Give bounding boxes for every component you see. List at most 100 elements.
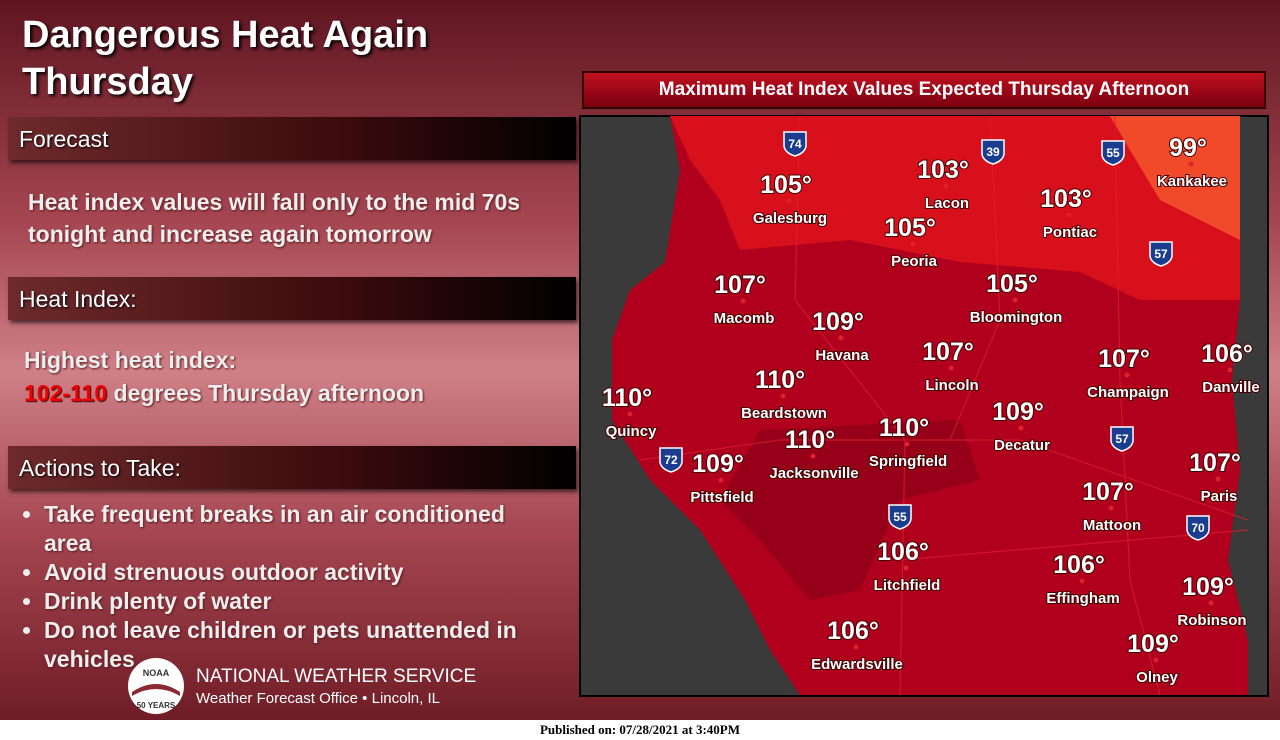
city-dot [1124, 372, 1130, 378]
city-value: 107° [1098, 345, 1150, 373]
org: NATIONAL WEATHER SERVICE [196, 666, 477, 687]
interstate-shield [783, 131, 807, 157]
city-value: 105° [884, 214, 936, 242]
map: 74 39 55 57 72 57 55 70 105° Galesburg 103° Lacon 10… [579, 115, 1269, 697]
interstate-number: 70 [1191, 521, 1205, 535]
interstate-number: 72 [664, 453, 678, 467]
city-dot [786, 198, 792, 204]
section-heading: Forecast [19, 126, 109, 152]
city-name: Edwardsville [811, 656, 903, 673]
action-item: Take frequent breaks in an air condition… [44, 500, 548, 558]
city-name: Litchfield [874, 577, 941, 594]
noaa-logo: NOAA 50 YEARS [128, 658, 184, 714]
city-dot [1066, 212, 1072, 218]
city-name: Beardstown [741, 405, 827, 422]
logo-years: 50 YEARS [137, 701, 176, 710]
city-dot [948, 365, 954, 371]
forecast-text: Heat index values will fall only to the … [28, 189, 521, 247]
city-dot [903, 565, 909, 571]
published: Published on: 07/28/2021 at 3:40PM [0, 720, 1280, 740]
city-value: 107° [922, 338, 974, 366]
city-name: Lincoln [925, 377, 978, 394]
city-value: 106° [877, 538, 929, 566]
actions: Take frequent breaks in an air condition… [8, 500, 548, 674]
interstate-shield [1101, 140, 1125, 166]
interstate-number: 55 [893, 510, 907, 524]
heat-line: 102-110 degrees Thursday afternoon [24, 377, 424, 410]
city-dot [1108, 505, 1114, 511]
city-name: Havana [815, 347, 869, 364]
city-name: Paris [1201, 488, 1238, 505]
heat-lead: Highest heat index: [24, 347, 237, 373]
city-dot [1215, 476, 1221, 482]
interstate-number: 74 [788, 137, 802, 151]
section-heading: Actions to Take: [19, 455, 181, 481]
interstate-number: 57 [1115, 432, 1129, 446]
city-value: 107° [1189, 449, 1241, 477]
office: Weather Forecast Office • Lincoln, IL [196, 690, 440, 707]
city-name: Jacksonville [769, 465, 858, 482]
section-bar: Heat Index: [8, 277, 576, 320]
city-name: Olney [1136, 669, 1178, 686]
city-dot [627, 411, 633, 417]
interstate-shield [981, 139, 1005, 165]
city-name: Macomb [714, 310, 775, 327]
interstate-number: 39 [986, 145, 1000, 159]
section-bar: Forecast [8, 117, 576, 160]
interstate-shield [1149, 241, 1173, 267]
heat-rest: degrees Thursday afternoon [113, 380, 425, 406]
city-name: Decatur [994, 437, 1050, 454]
map-title: Maximum Heat Index Values Expected Thurs… [582, 71, 1266, 109]
city-value: 109° [692, 450, 744, 478]
city-value: 107° [1082, 478, 1134, 506]
action-list: Take frequent breaks in an air condition… [8, 500, 548, 674]
city-value: 105° [986, 270, 1038, 298]
city-dot [1188, 161, 1194, 167]
city-name: Springfield [869, 453, 947, 470]
action-item: Avoid strenuous outdoor activity [44, 558, 548, 587]
city-value: 110° [602, 384, 652, 412]
city-value: 109° [992, 398, 1044, 426]
city-name: Peoria [891, 253, 938, 270]
city-dot [718, 477, 724, 483]
interstate-shield [888, 504, 912, 530]
interstate-shield [659, 447, 683, 473]
city-dot [1153, 657, 1159, 663]
city-value: 107° [714, 271, 766, 299]
city-name: Robinson [1177, 612, 1246, 629]
city-value: 106° [827, 617, 879, 645]
city-dot [780, 393, 786, 399]
city-dot [853, 644, 859, 650]
city-dot [1208, 600, 1214, 606]
city-name: Lacon [925, 195, 969, 212]
city-value: 103° [1040, 185, 1092, 213]
interstate-number: 55 [1106, 146, 1120, 160]
city-dot [740, 298, 746, 304]
city-name: Pontiac [1043, 224, 1097, 241]
city-value: 99° [1169, 134, 1207, 162]
heat-range: 102-110 [24, 380, 108, 406]
heat-text: Highest heat index: 102-110 degrees Thur… [24, 344, 424, 410]
city-value: 110° [785, 426, 835, 454]
city-name: Bloomington [970, 309, 1062, 326]
section-bar: Actions to Take: [8, 446, 576, 489]
city-dot [1227, 367, 1233, 373]
city-name: Mattoon [1083, 517, 1141, 534]
city-value: 103° [917, 156, 969, 184]
title: Dangerous Heat Again Thursday [22, 14, 429, 103]
city-value: 109° [1127, 630, 1179, 658]
interstate-number: 57 [1154, 247, 1168, 261]
city-name: Galesburg [753, 210, 827, 227]
city-dot [910, 241, 916, 247]
interstate-shield [1186, 515, 1210, 541]
section-heading: Heat Index: [19, 286, 137, 312]
city-dot [810, 453, 816, 459]
city-name: Quincy [606, 423, 658, 440]
city-value: 109° [1182, 573, 1234, 601]
city-value: 110° [879, 414, 929, 442]
city-dot [904, 441, 910, 447]
city-value: 105° [760, 171, 812, 199]
city-dot [838, 335, 844, 341]
city-name: Danville [1202, 379, 1260, 396]
